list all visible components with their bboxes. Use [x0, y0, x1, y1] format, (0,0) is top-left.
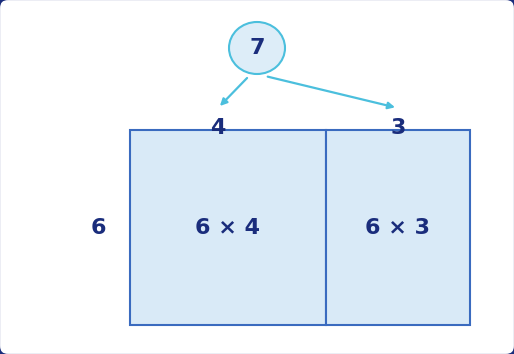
Text: 3: 3 — [390, 118, 406, 138]
Bar — [130, 130, 325, 325]
Text: 4: 4 — [210, 118, 226, 138]
Text: 6 × 3: 6 × 3 — [365, 217, 430, 238]
Ellipse shape — [229, 22, 285, 74]
Text: 6 × 4: 6 × 4 — [195, 217, 260, 238]
Text: 7: 7 — [249, 38, 265, 58]
Text: 6: 6 — [90, 217, 106, 238]
Bar — [325, 130, 470, 325]
